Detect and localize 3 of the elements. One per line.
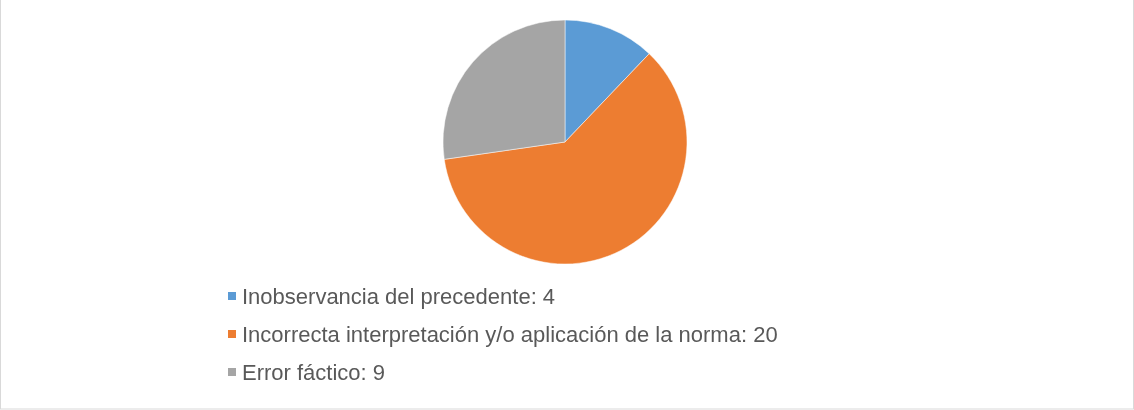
legend-label: Error fáctico: 9 [242, 360, 386, 385]
legend-label: Inobservancia del precedente: 4 [242, 284, 556, 309]
legend-label: Incorrecta interpretación y/o aplicación de la norma: 20 [242, 322, 778, 347]
